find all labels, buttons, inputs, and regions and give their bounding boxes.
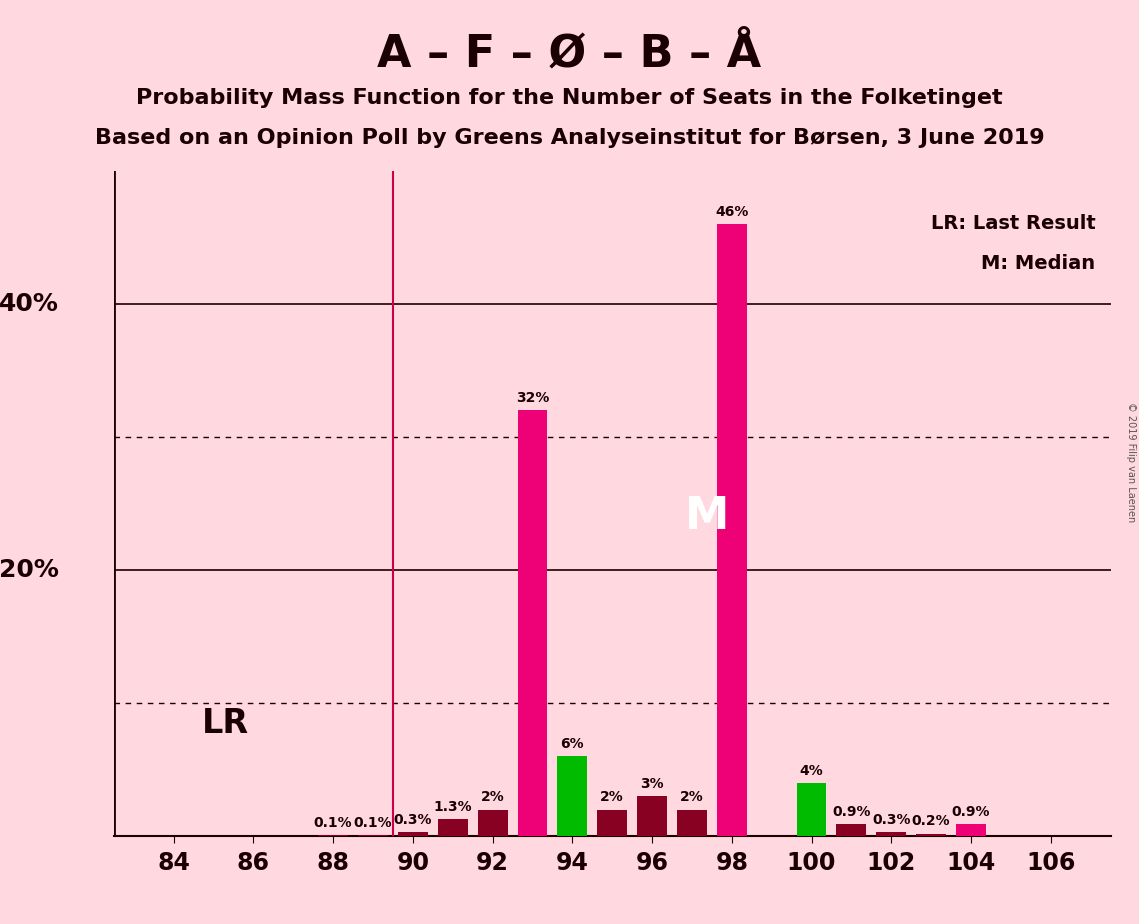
Text: 0.9%: 0.9% [833, 805, 870, 819]
Text: 4%: 4% [800, 763, 823, 778]
Text: 0.3%: 0.3% [394, 813, 432, 827]
Text: © 2019 Filip van Laenen: © 2019 Filip van Laenen [1126, 402, 1136, 522]
Text: 0.1%: 0.1% [354, 816, 392, 830]
Text: 0.9%: 0.9% [952, 805, 990, 819]
Bar [318, 835, 349, 836]
Text: Based on an Opinion Poll by Greens Analyseinstitut for Børsen, 3 June 2019: Based on an Opinion Poll by Greens Analy… [95, 128, 1044, 148]
Bar [916, 833, 947, 836]
Bar [557, 757, 588, 836]
Text: M: Median: M: Median [982, 254, 1096, 274]
Bar [358, 835, 388, 836]
Bar [477, 809, 508, 836]
Text: 2%: 2% [680, 790, 704, 804]
Bar [836, 824, 867, 836]
Text: 1.3%: 1.3% [434, 799, 472, 814]
Text: 6%: 6% [560, 737, 584, 751]
Bar [677, 809, 707, 836]
Bar [597, 809, 628, 836]
Text: 40%: 40% [0, 292, 59, 316]
Bar [637, 796, 667, 836]
Text: 20%: 20% [0, 558, 59, 582]
Text: Probability Mass Function for the Number of Seats in the Folketinget: Probability Mass Function for the Number… [137, 88, 1002, 108]
Text: 2%: 2% [481, 790, 505, 804]
Bar [956, 824, 986, 836]
Bar [398, 833, 428, 836]
Text: LR: Last Result: LR: Last Result [931, 214, 1096, 233]
Text: LR: LR [202, 707, 249, 739]
Bar [517, 410, 548, 836]
Text: 32%: 32% [516, 391, 549, 405]
Text: 0.3%: 0.3% [872, 813, 910, 827]
Text: 46%: 46% [715, 205, 748, 219]
Text: 2%: 2% [600, 790, 624, 804]
Text: 3%: 3% [640, 777, 664, 791]
Bar [716, 225, 747, 836]
Bar [876, 833, 907, 836]
Bar [796, 783, 827, 836]
Text: 0.1%: 0.1% [314, 816, 352, 830]
Text: M: M [685, 495, 729, 539]
Text: A – F – Ø – B – Å: A – F – Ø – B – Å [377, 32, 762, 76]
Bar [437, 819, 468, 836]
Text: 0.2%: 0.2% [912, 814, 950, 828]
